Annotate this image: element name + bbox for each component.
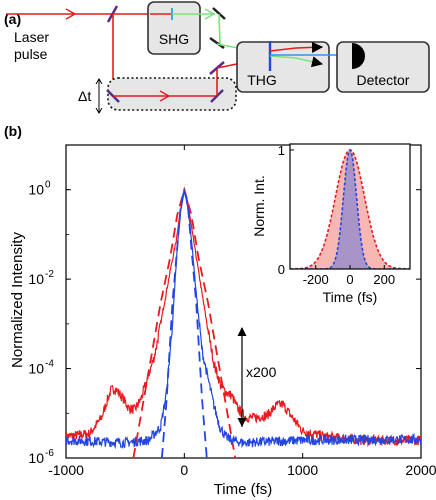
y-tick-exponent: 0 xyxy=(45,180,51,191)
x-tick-label: -1000 xyxy=(48,462,84,478)
shg-label: SHG xyxy=(159,31,189,47)
panel-b-label: (b) xyxy=(4,123,22,139)
green-arrow-icon xyxy=(204,8,216,20)
laser-label-line1: Laser xyxy=(14,29,49,45)
inset-y-axis-label: Norm. Int. xyxy=(251,175,267,236)
mirror-green-2 xyxy=(209,36,225,50)
y-tick-label: 10 xyxy=(28,361,44,377)
x200-annotation: x200 xyxy=(246,364,277,380)
detector-icon xyxy=(352,43,365,69)
delay-arrow-icon xyxy=(159,90,171,102)
inset-axis-ticks: -200 0 200 0 1 xyxy=(278,143,395,287)
x-tick-label: 1000 xyxy=(287,462,318,478)
mirror-green-1 xyxy=(212,7,226,20)
thg-label: THG xyxy=(247,72,277,88)
y-tick-label: 10 xyxy=(28,271,44,287)
thg-residual-green xyxy=(269,55,324,68)
series-red-fit xyxy=(132,186,237,458)
inset-x-tick-label: -200 xyxy=(303,272,329,287)
inset-y-tick-label: 1 xyxy=(278,143,285,158)
x-tick-label: 0 xyxy=(180,462,188,478)
y-tick-label: 10 xyxy=(28,182,44,198)
delay-stage xyxy=(107,77,237,111)
delay-label: Δt xyxy=(78,88,91,104)
laser-label-line2: pulse xyxy=(14,46,48,62)
x-tick-label: 2000 xyxy=(405,462,436,478)
panel-a: (a) Laser pulse SHG Δt xyxy=(4,1,430,114)
series-blue-measured xyxy=(66,188,421,450)
y-tick-exponent: -6 xyxy=(45,448,54,459)
inset-x-axis-label: Time (fs) xyxy=(323,289,378,305)
main-plot-frame xyxy=(65,144,422,459)
y-tick-exponent: -4 xyxy=(45,359,54,370)
y-tick-exponent: -2 xyxy=(45,269,54,280)
inset-y-tick-label: 0 xyxy=(278,262,285,277)
thg-residual-red xyxy=(269,41,324,53)
x-axis-label: Time (fs) xyxy=(214,481,273,498)
inset-area-blue xyxy=(290,150,410,269)
inset-x-tick-label: 0 xyxy=(346,272,353,287)
y-axis-label: Normalized Intensity xyxy=(9,232,26,368)
shg-box xyxy=(147,1,201,55)
beam-arrow-icon xyxy=(65,8,77,20)
y-tick-label: 10 xyxy=(28,450,44,466)
panel-a-label: (a) xyxy=(4,11,21,27)
inset-x-tick-label: 200 xyxy=(373,272,395,287)
inset-series-group xyxy=(290,148,410,269)
detector-label: Detector xyxy=(357,72,410,88)
inset-curve-blue xyxy=(290,148,410,269)
